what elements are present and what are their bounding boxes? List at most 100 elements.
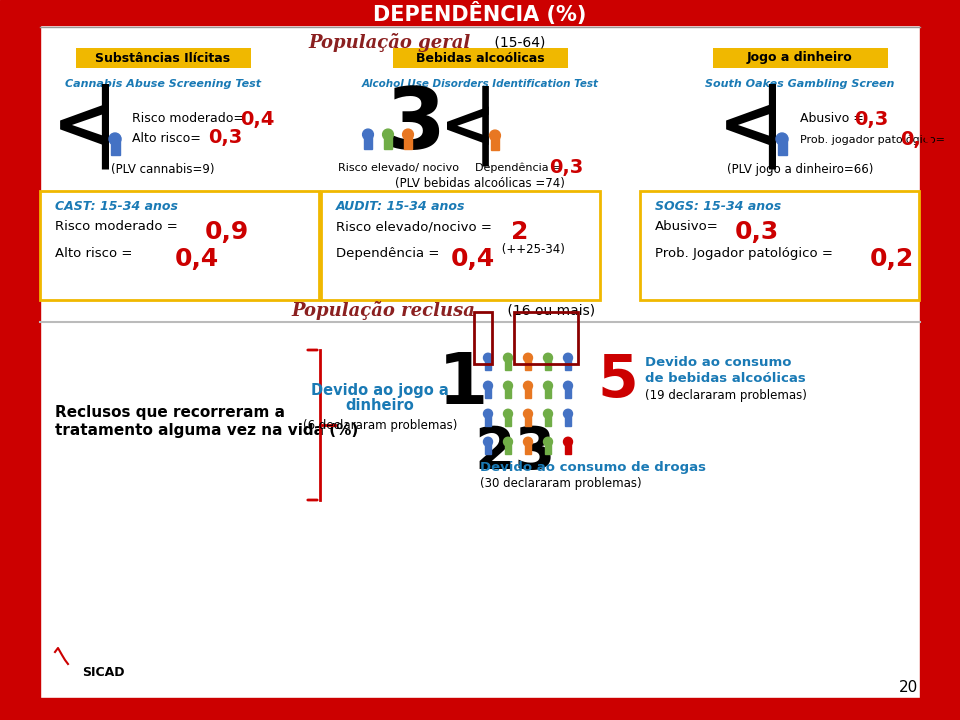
Circle shape xyxy=(543,382,553,390)
Bar xyxy=(0,0,40,720)
Text: Bebidas alcoólicas: Bebidas alcoólicas xyxy=(416,52,544,65)
Text: tratamento alguma vez na vida (%): tratamento alguma vez na vida (%) xyxy=(55,423,358,438)
Circle shape xyxy=(490,130,500,141)
Text: (PLV bebidas alcoólicas =74): (PLV bebidas alcoólicas =74) xyxy=(396,176,564,189)
FancyBboxPatch shape xyxy=(321,191,600,300)
Bar xyxy=(485,356,492,370)
Bar xyxy=(40,698,920,720)
Text: de bebidas alcoólicas: de bebidas alcoólicas xyxy=(645,372,805,384)
Circle shape xyxy=(484,437,492,446)
Bar xyxy=(544,356,551,370)
Text: Devido ao consumo de drogas: Devido ao consumo de drogas xyxy=(480,461,706,474)
Bar xyxy=(524,441,532,454)
FancyBboxPatch shape xyxy=(393,48,568,68)
Bar xyxy=(564,441,571,454)
Text: (6 declararam problemas): (6 declararam problemas) xyxy=(302,418,457,431)
Text: 0,2: 0,2 xyxy=(870,247,914,271)
Text: CAST: 15-34 anos: CAST: 15-34 anos xyxy=(55,200,178,213)
Text: 3: 3 xyxy=(385,84,445,166)
Circle shape xyxy=(109,133,121,145)
Circle shape xyxy=(564,409,572,418)
Text: DEPENDÊNCIA (%): DEPENDÊNCIA (%) xyxy=(373,1,587,24)
Text: (30 declararam problemas): (30 declararam problemas) xyxy=(480,477,641,490)
Text: South Oakes Gambling Screen: South Oakes Gambling Screen xyxy=(706,79,895,89)
Text: SICAD: SICAD xyxy=(82,665,125,678)
Text: Alto risco =: Alto risco = xyxy=(55,247,136,260)
Bar xyxy=(485,384,492,398)
Text: (15-64): (15-64) xyxy=(490,35,545,49)
Bar xyxy=(40,0,920,25)
Bar xyxy=(564,384,571,398)
Text: 0,3: 0,3 xyxy=(854,109,888,128)
Circle shape xyxy=(564,354,572,362)
Text: 0,3: 0,3 xyxy=(208,128,242,148)
Text: 0,4: 0,4 xyxy=(175,247,219,271)
Text: Jogo a dinheiro: Jogo a dinheiro xyxy=(747,52,852,65)
Text: 0,3: 0,3 xyxy=(549,158,584,178)
Bar xyxy=(524,384,532,398)
Circle shape xyxy=(543,354,553,362)
Bar xyxy=(485,441,492,454)
Text: |: | xyxy=(472,86,499,166)
Circle shape xyxy=(776,133,788,145)
Circle shape xyxy=(564,437,572,446)
Bar xyxy=(514,312,578,364)
Text: Abusivo =: Abusivo = xyxy=(800,112,864,125)
Bar xyxy=(505,384,512,398)
Bar xyxy=(778,137,786,155)
Text: <: < xyxy=(52,91,116,165)
Bar xyxy=(564,413,571,426)
Bar xyxy=(110,137,119,155)
Bar xyxy=(544,384,551,398)
Text: |: | xyxy=(757,84,786,168)
Text: Cannabis Abuse Screening Test: Cannabis Abuse Screening Test xyxy=(65,79,261,89)
Text: |: | xyxy=(90,84,119,168)
Text: Risco elevado/nocivo =: Risco elevado/nocivo = xyxy=(336,220,496,233)
Text: Prob. Jogador patológico =: Prob. Jogador patológico = xyxy=(655,247,837,260)
Bar xyxy=(544,441,551,454)
Circle shape xyxy=(503,354,513,362)
Text: <: < xyxy=(440,95,495,161)
Text: 0,3: 0,3 xyxy=(900,130,934,150)
Text: Risco moderado=: Risco moderado= xyxy=(132,112,244,125)
Bar xyxy=(524,413,532,426)
Text: Dependência =: Dependência = xyxy=(336,247,444,260)
Bar xyxy=(505,356,512,370)
Circle shape xyxy=(363,129,373,140)
Circle shape xyxy=(523,437,533,446)
Circle shape xyxy=(503,437,513,446)
Text: 5: 5 xyxy=(598,351,638,408)
Text: Devido ao consumo: Devido ao consumo xyxy=(645,356,791,369)
Bar xyxy=(364,132,372,149)
Text: Abusivo=: Abusivo= xyxy=(655,220,719,233)
Text: (PLV cannabis=9): (PLV cannabis=9) xyxy=(111,163,215,176)
Text: Alto risco=: Alto risco= xyxy=(132,132,201,145)
Text: 0,4: 0,4 xyxy=(240,109,275,128)
Circle shape xyxy=(523,409,533,418)
Bar xyxy=(485,413,492,426)
Text: Substâncias Ilícitas: Substâncias Ilícitas xyxy=(95,52,230,65)
Text: População reclusa: População reclusa xyxy=(291,300,475,320)
Text: 0,3: 0,3 xyxy=(735,220,780,244)
Text: 1: 1 xyxy=(438,351,489,420)
FancyBboxPatch shape xyxy=(40,191,319,300)
Bar xyxy=(491,134,499,150)
Circle shape xyxy=(503,409,513,418)
Text: Prob. jogador patológico=: Prob. jogador patológico= xyxy=(800,135,945,145)
Circle shape xyxy=(484,382,492,390)
Text: Reclusos que recorreram a: Reclusos que recorreram a xyxy=(55,405,285,420)
Bar xyxy=(404,132,412,149)
Circle shape xyxy=(402,129,414,140)
FancyBboxPatch shape xyxy=(713,48,888,68)
Bar xyxy=(505,441,512,454)
Text: 0,4: 0,4 xyxy=(451,247,495,271)
Circle shape xyxy=(503,382,513,390)
Circle shape xyxy=(543,437,553,446)
Text: (16 ou mais): (16 ou mais) xyxy=(503,303,595,317)
Circle shape xyxy=(543,409,553,418)
Text: 0,9: 0,9 xyxy=(205,220,250,244)
FancyBboxPatch shape xyxy=(76,48,251,68)
Text: Dependência =: Dependência = xyxy=(475,163,562,174)
FancyBboxPatch shape xyxy=(640,191,919,300)
Text: (19 declararam problemas): (19 declararam problemas) xyxy=(645,389,806,402)
